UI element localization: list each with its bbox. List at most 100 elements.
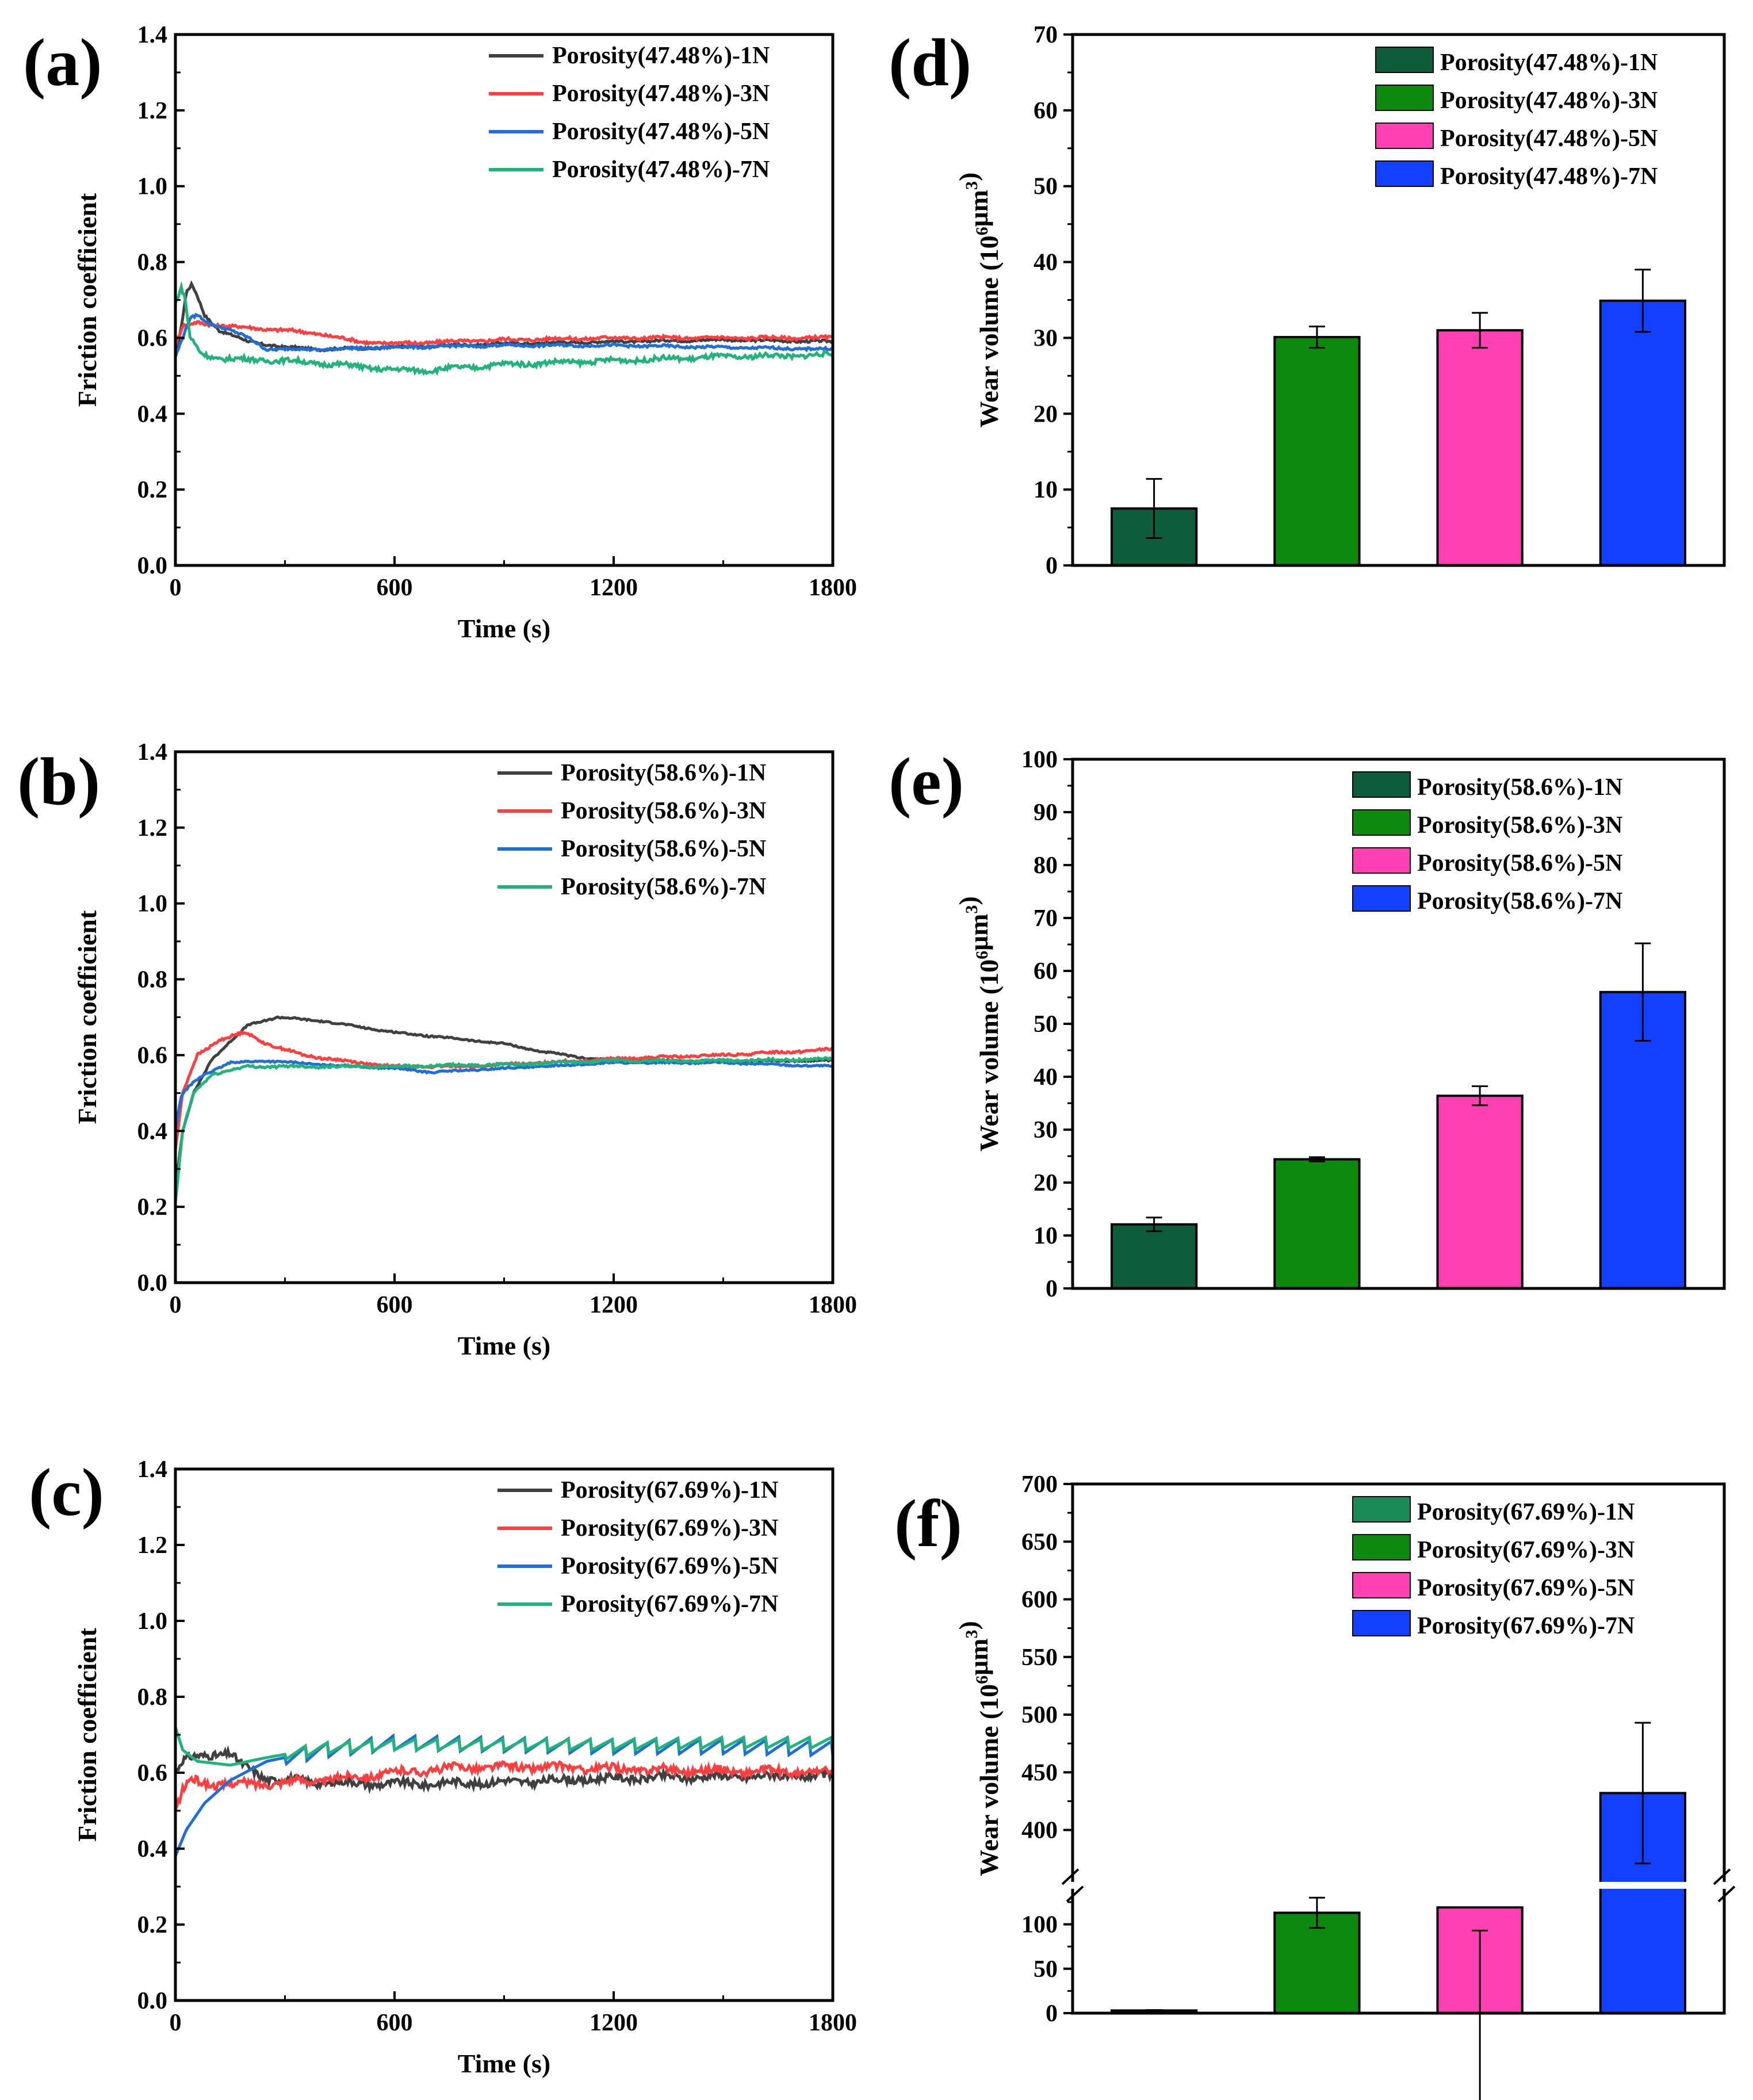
panel-label: (b): [17, 744, 100, 819]
y-tick-label: 0.2: [137, 1912, 168, 1938]
series-line-1: [175, 1015, 833, 1189]
plot-frame: [1071, 1482, 1726, 2015]
series-line-3: [175, 1059, 833, 1131]
series-line-2: [175, 1759, 833, 1810]
y-tick-label: 0.0: [137, 1988, 168, 2014]
legend-swatch: [1352, 885, 1411, 912]
x-tick-label: 1800: [809, 2010, 857, 2036]
y-tick-label: 10: [1034, 477, 1058, 503]
y-tick-label: 50: [1034, 1011, 1058, 1038]
x-tick-label: 0: [170, 1292, 182, 1318]
y-tick-label: 100: [1021, 747, 1058, 773]
y-tick-label: 50: [1034, 1956, 1058, 1983]
legend-entry: Porosity(47.48%)-7N: [552, 156, 770, 183]
x-tick-label: 0: [170, 2010, 182, 2036]
legend-entry: Porosity(67.69%)-7N: [561, 1591, 778, 1617]
x-tick-label: 1800: [809, 1292, 857, 1318]
series-line-3: [175, 312, 833, 358]
legend-entry: Porosity(47.48%)-1N: [1440, 49, 1658, 76]
y-tick-label: 1.0: [137, 1608, 168, 1635]
legend-entry: Porosity(67.69%)-1N: [1417, 1499, 1635, 1525]
series-line-4: [175, 281, 833, 376]
x-axis-title: Time (s): [458, 1331, 550, 1360]
x-tick-label: 600: [377, 1292, 413, 1318]
y-tick-label: 1.2: [137, 815, 168, 841]
bar-2: [1273, 1158, 1361, 1290]
y-tick-label: 1.4: [137, 22, 168, 48]
y-tick-label: 0: [1046, 2000, 1058, 2027]
legend-swatch: [1375, 47, 1434, 73]
y-tick-label: 10: [1034, 1223, 1058, 1249]
bar-3: [1436, 329, 1524, 567]
legend-entry: Porosity(47.48%)-1N: [552, 43, 770, 69]
panel-label: (a): [23, 25, 102, 100]
legend-swatch: [1375, 123, 1434, 149]
y-tick-label: 60: [1034, 98, 1058, 124]
axis-break-gap: [1055, 1881, 1741, 1889]
legend-entry: Porosity(58.6%)-7N: [1417, 888, 1622, 915]
y-tick-label: 0.6: [137, 1042, 168, 1069]
legend-swatch: [1375, 85, 1434, 111]
series-line-2: [175, 1029, 833, 1150]
chart-d: (d) 0 10 20 30 40 50 60 70 Wear volume (106μm3) Po…: [889, 22, 1726, 579]
x-tick-label: 1800: [809, 575, 857, 601]
y-tick-label: 650: [1021, 1529, 1058, 1555]
legend-entry: Porosity(47.48%)-5N: [552, 118, 770, 145]
bar-2: [1273, 336, 1361, 567]
bar-1: [1110, 1223, 1198, 1290]
y-tick-label: 1.4: [137, 739, 168, 766]
y-tick-label: 700: [1021, 1471, 1058, 1498]
y-tick-label: 0.0: [137, 553, 168, 579]
axis-break-mark: [1066, 1885, 1084, 1903]
panel-label: (f): [894, 1486, 962, 1561]
y-tick-label: 0.4: [137, 401, 168, 427]
legend-entry: Porosity(47.48%)-3N: [1440, 87, 1658, 114]
y-tick-label: 0.2: [137, 1194, 168, 1221]
legend-entry: Porosity(47.48%)-3N: [552, 81, 770, 107]
y-tick-label: 0.8: [137, 1684, 168, 1711]
panel-label: (c): [29, 1455, 104, 1530]
legend-swatch: [1352, 1610, 1411, 1636]
legend-swatch: [1352, 1534, 1411, 1560]
y-tick-label: 80: [1034, 852, 1058, 879]
y-tick-label: 0.6: [137, 1760, 168, 1787]
y-tick-label: 70: [1034, 905, 1058, 932]
y-tick-label: 400: [1021, 1818, 1058, 1844]
y-tick-label: 30: [1034, 325, 1058, 351]
y-axis-title: Friction coefficient: [72, 910, 102, 1124]
legend-entry: Porosity(58.6%)-3N: [561, 798, 766, 824]
y-tick-label: 1.0: [137, 891, 168, 917]
y-tick-label: 0: [1046, 1276, 1058, 1302]
series-line-2: [175, 320, 833, 347]
legend-entry: Porosity(47.48%)-7N: [1440, 163, 1658, 190]
legend-swatch: [1375, 160, 1434, 187]
panel-label: (e): [889, 744, 964, 819]
axis-break-mark: [1713, 1868, 1731, 1885]
x-tick-label: 1200: [590, 2010, 638, 2036]
x-tick-label: 600: [377, 2010, 413, 2036]
x-tick-label: 600: [377, 575, 413, 601]
y-tick-label: 450: [1021, 1759, 1058, 1786]
plot-frame: [174, 1467, 835, 2002]
y-tick-label: 0: [1046, 553, 1058, 579]
axis-break-mark: [1061, 1868, 1080, 1885]
series-line-3: [175, 1733, 833, 1857]
y-axis-title: Friction coefficient: [72, 1627, 102, 1841]
y-tick-label: 500: [1021, 1702, 1058, 1728]
y-axis-title: Wear volume (106μm3): [954, 1621, 1004, 1876]
legend-swatch: [1352, 771, 1411, 798]
x-axis-title: Time (s): [458, 2049, 550, 2078]
y-tick-label: 20: [1034, 401, 1058, 427]
x-axis-title: Time (s): [458, 614, 550, 643]
x-tick-label: 1200: [590, 1292, 638, 1318]
legend-entry: Porosity(67.69%)-3N: [1417, 1537, 1635, 1563]
series-line-4: [175, 1055, 833, 1203]
chart-f: (f) 0 50 100 400 450 500 550 600 650 700 Wear volum…: [894, 1471, 1741, 2100]
y-tick-label: 30: [1034, 1117, 1058, 1143]
legend-swatch: [1352, 1496, 1411, 1523]
y-tick-label: 40: [1034, 1064, 1058, 1091]
bar-4: [1599, 299, 1687, 567]
y-tick-label: 1.2: [137, 98, 168, 124]
x-tick-label: 1200: [590, 575, 638, 601]
y-tick-label: 20: [1034, 1170, 1058, 1196]
